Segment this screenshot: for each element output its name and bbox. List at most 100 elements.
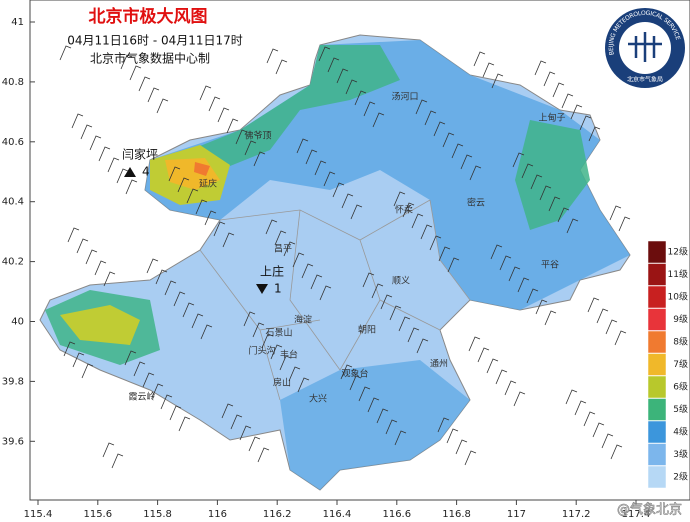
- station-value: 4: [142, 165, 150, 179]
- place-name: 门头沟: [248, 345, 275, 357]
- logo-subtext: 北京市气象局: [627, 76, 663, 84]
- barb: [310, 274, 323, 290]
- barb: [512, 152, 525, 168]
- legend-label: 10级: [668, 291, 688, 303]
- barb: [543, 71, 556, 87]
- barb: [266, 48, 279, 64]
- barb: [71, 113, 84, 129]
- legend-label: 7级: [673, 358, 688, 370]
- barb: [177, 177, 190, 193]
- barb: [610, 444, 623, 460]
- legend-swatch: [647, 353, 667, 376]
- barb: [125, 179, 138, 195]
- barb: [350, 204, 363, 220]
- barb: [252, 322, 265, 338]
- barb: [257, 447, 270, 463]
- barb: [592, 422, 605, 438]
- x-tick-label: 117.2: [562, 509, 591, 520]
- y-tick-label: 40: [11, 317, 24, 328]
- barb: [548, 196, 561, 212]
- legend-swatch: [647, 308, 667, 331]
- barb: [574, 400, 587, 416]
- barb: [544, 310, 557, 326]
- barb: [169, 405, 182, 421]
- period: 04月11日16时 - 04月11日17时: [67, 34, 243, 48]
- y-tick-label: 40.4: [2, 197, 24, 208]
- wind-zone-6b: [60, 305, 140, 345]
- barb: [583, 411, 596, 427]
- barb: [253, 151, 266, 167]
- place-name: 海淀: [294, 314, 312, 326]
- barb: [261, 333, 274, 349]
- barb: [539, 185, 552, 201]
- barb: [138, 76, 151, 92]
- barb: [345, 79, 358, 95]
- y-tick-label: 39.8: [2, 376, 24, 387]
- barb: [297, 377, 310, 393]
- barb: [103, 271, 116, 287]
- barb: [486, 358, 499, 374]
- y-tick-label: 41: [11, 17, 24, 28]
- barb: [81, 363, 94, 379]
- source: 北京市气象数据中心制: [90, 51, 210, 66]
- barb: [67, 227, 80, 243]
- x-tick-label: 116.8: [442, 509, 471, 520]
- barb: [609, 205, 622, 221]
- barb: [147, 87, 160, 103]
- y-tick-label: 40.2: [2, 257, 24, 268]
- barb: [332, 182, 345, 198]
- barb: [111, 453, 124, 469]
- barb: [437, 417, 450, 433]
- barb: [385, 419, 398, 435]
- barb: [552, 82, 565, 98]
- barb: [389, 305, 402, 321]
- place-name: 顺义: [392, 276, 410, 287]
- station-marker: [124, 167, 136, 177]
- barb: [446, 428, 459, 444]
- place-name: 平谷: [541, 260, 559, 271]
- barb: [107, 157, 120, 173]
- barb: [464, 450, 477, 466]
- barb: [407, 327, 420, 343]
- barb: [244, 140, 257, 156]
- x-tick-label: 117.4: [622, 509, 651, 520]
- legend-label: 5级: [673, 403, 688, 415]
- place-name: 朝阳: [358, 325, 376, 336]
- x-tick-label: 115.4: [24, 509, 53, 520]
- legend-label: 9级: [673, 313, 688, 325]
- logo-mark: [628, 32, 662, 62]
- barb: [270, 344, 283, 360]
- barb: [142, 372, 155, 388]
- barb: [482, 62, 495, 78]
- barb: [535, 299, 548, 315]
- barb: [204, 210, 217, 226]
- place-name: 汤河口: [391, 91, 418, 103]
- barb: [243, 311, 256, 327]
- legend-label: 12级: [668, 246, 688, 258]
- barb: [618, 216, 631, 232]
- barb: [566, 218, 579, 234]
- barb: [588, 126, 601, 142]
- barb: [323, 171, 336, 187]
- place-name: 霞云岭: [128, 391, 155, 403]
- legend-label: 11级: [668, 268, 688, 280]
- place-name: 密云: [467, 197, 485, 209]
- legend-swatch: [647, 420, 667, 444]
- legend-swatch: [647, 240, 667, 264]
- place-name: 丰台: [280, 349, 298, 361]
- barb: [526, 288, 539, 304]
- barb: [200, 324, 213, 340]
- barb: [416, 338, 429, 354]
- barb: [301, 263, 314, 279]
- barb: [517, 277, 530, 293]
- x-tick-label: 115.8: [143, 509, 172, 520]
- legend-swatch: [647, 330, 667, 354]
- barb: [133, 361, 146, 377]
- barb: [318, 46, 331, 62]
- barb: [178, 416, 191, 432]
- barb: [398, 316, 411, 332]
- barb: [579, 115, 592, 131]
- wind-zone-4: [145, 40, 630, 310]
- barb: [367, 397, 380, 413]
